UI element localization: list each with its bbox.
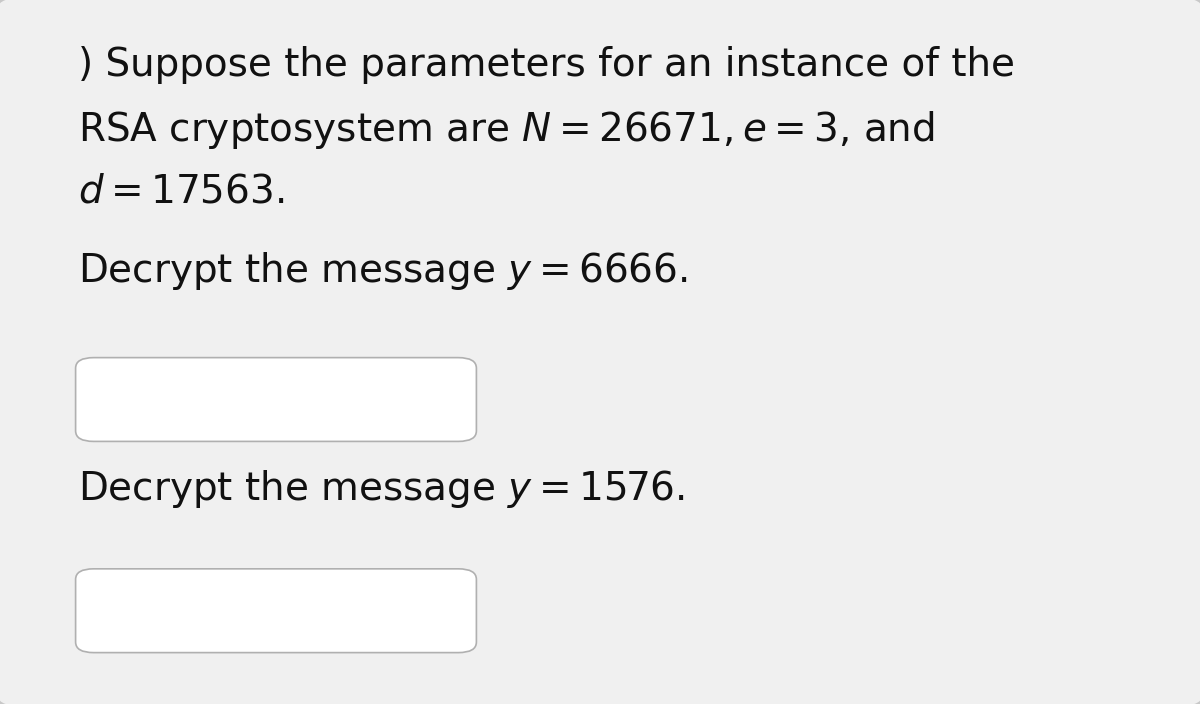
Text: Decrypt the message $y = 1576.$: Decrypt the message $y = 1576.$ <box>78 468 685 510</box>
Text: Decrypt the message $y = 6666.$: Decrypt the message $y = 6666.$ <box>78 250 688 292</box>
Text: $d = 17563.$: $d = 17563.$ <box>78 172 284 210</box>
Text: ) Suppose the parameters for an instance of the: ) Suppose the parameters for an instance… <box>78 46 1015 84</box>
FancyBboxPatch shape <box>76 569 476 653</box>
FancyBboxPatch shape <box>76 358 476 441</box>
Text: RSA cryptosystem are $N = 26671, e = 3$, and: RSA cryptosystem are $N = 26671, e = 3$,… <box>78 109 935 151</box>
